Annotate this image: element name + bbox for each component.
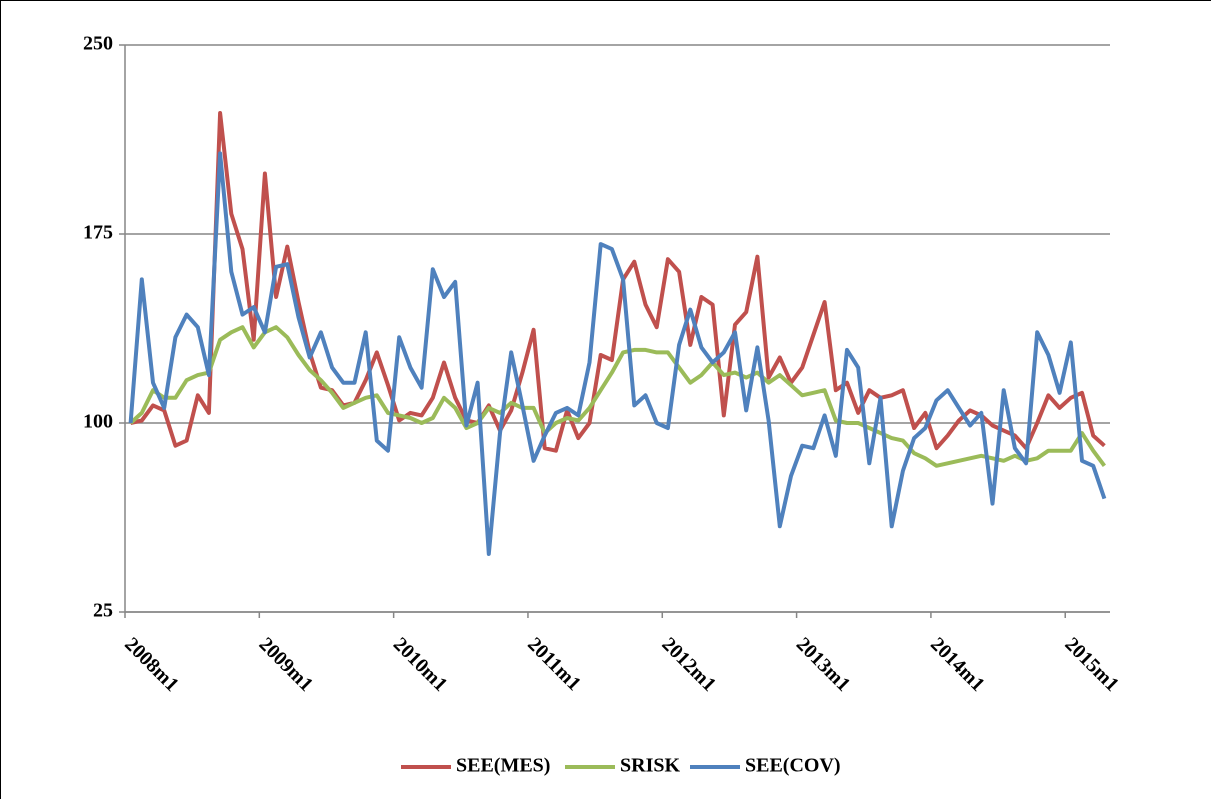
x-tick-label: 2009m1: [255, 633, 318, 696]
y-tick-label: 25: [93, 600, 113, 622]
y-tick-label: 250: [83, 33, 113, 55]
x-tick-label: 2015m1: [1060, 633, 1123, 696]
y-tick-label: 175: [83, 222, 113, 244]
series-line: [129, 325, 1107, 468]
legend-label: SRISK: [620, 755, 680, 777]
x-tick-label: 2013m1: [792, 633, 855, 696]
series-line: [130, 111, 1106, 453]
series-line: [128, 151, 1107, 556]
x-tick-label: 2008m1: [120, 633, 183, 696]
x-tick-label: 2014m1: [926, 633, 989, 696]
x-tick-label: 2011m1: [523, 633, 585, 695]
legend-label: SEE(COV): [745, 755, 841, 777]
x-tick-label: 2012m1: [657, 633, 720, 696]
legend-label: SEE(MES): [456, 755, 550, 777]
x-tick-label: 2010m1: [389, 633, 452, 696]
y-tick-label: 100: [83, 411, 113, 433]
